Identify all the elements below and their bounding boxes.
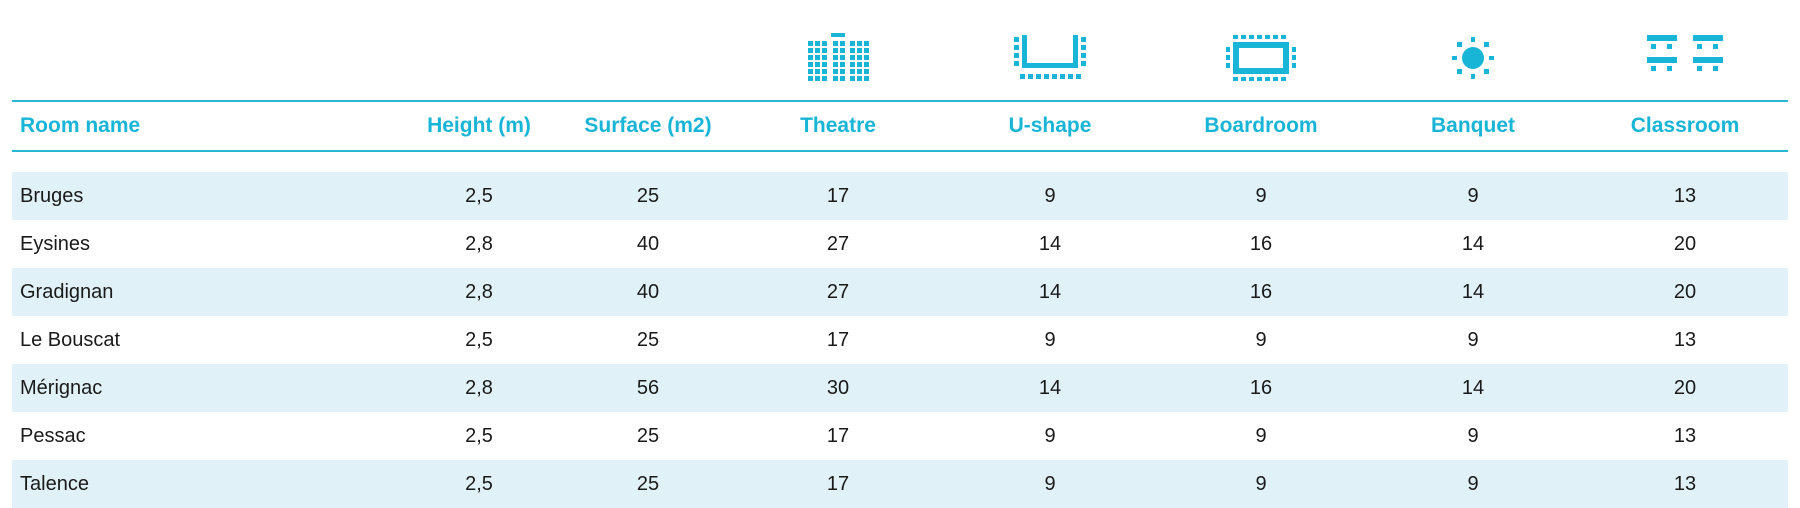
- cell-classroom: 20: [1673, 233, 1697, 255]
- cell-height: 2,5: [465, 329, 493, 351]
- cell-u-shape: 9: [1044, 473, 1056, 495]
- table-row: Eysines 2,8 40 27 14 16 14 20: [12, 220, 1788, 268]
- cell-height: 2,8: [465, 233, 493, 255]
- table-row: Pessac 2,5 25 17 9 9 9 13: [12, 412, 1788, 460]
- table-body: Bruges 2,5 25 17 9 9 9 13 Eysines 2,8 40…: [12, 172, 1788, 508]
- cell-room-name: Le Bouscat: [20, 329, 121, 351]
- cell-height: 2,8: [465, 281, 493, 303]
- cell-theatre: 17: [826, 425, 850, 447]
- cell-boardroom: 9: [1255, 185, 1267, 207]
- cell-u-shape: 14: [1038, 233, 1062, 255]
- cell-theatre: 17: [826, 185, 850, 207]
- cell-classroom: 20: [1673, 377, 1697, 399]
- cell-u-shape: 9: [1044, 329, 1056, 351]
- cell-classroom: 20: [1673, 281, 1697, 303]
- cell-banquet: 9: [1467, 473, 1479, 495]
- header-theatre: Theatre: [800, 114, 876, 137]
- cell-banquet: 14: [1461, 377, 1485, 399]
- cell-height: 2,5: [465, 425, 493, 447]
- cell-boardroom: 9: [1255, 473, 1267, 495]
- cell-surface: 40: [636, 281, 660, 303]
- table-row: Bruges 2,5 25 17 9 9 9 13: [12, 172, 1788, 220]
- cell-surface: 25: [636, 473, 660, 495]
- cell-boardroom: 16: [1249, 281, 1273, 303]
- header-classroom: Classroom: [1630, 114, 1740, 137]
- cell-height: 2,5: [465, 473, 493, 495]
- layout-icons-row: [0, 30, 1800, 86]
- table-row: Talence 2,5 25 17 9 9 9 13: [12, 460, 1788, 508]
- header-height: Height (m): [427, 114, 531, 137]
- cell-classroom: 13: [1673, 473, 1697, 495]
- header-room-name: Room name: [20, 114, 141, 137]
- cell-surface: 56: [636, 377, 660, 399]
- cell-theatre: 27: [826, 281, 850, 303]
- cell-surface: 25: [636, 329, 660, 351]
- cell-room-name: Eysines: [20, 233, 91, 255]
- cell-boardroom: 16: [1249, 377, 1273, 399]
- cell-boardroom: 9: [1255, 329, 1267, 351]
- cell-u-shape: 14: [1038, 377, 1062, 399]
- cell-classroom: 13: [1673, 329, 1697, 351]
- cell-u-shape: 9: [1044, 425, 1056, 447]
- table-row: Gradignan 2,8 40 27 14 16 14 20: [12, 268, 1788, 316]
- table-row: Mérignac 2,8 56 30 14 16 14 20: [12, 364, 1788, 412]
- cell-surface: 40: [636, 233, 660, 255]
- cell-banquet: 14: [1461, 233, 1485, 255]
- cell-banquet: 14: [1461, 281, 1485, 303]
- cell-banquet: 9: [1467, 185, 1479, 207]
- cell-u-shape: 9: [1044, 185, 1056, 207]
- u-shape-layout-icon: [995, 30, 1105, 86]
- cell-banquet: 9: [1467, 329, 1479, 351]
- table-row: Le Bouscat 2,5 25 17 9 9 9 13: [12, 316, 1788, 364]
- classroom-layout-icon: [1630, 30, 1740, 86]
- cell-surface: 25: [636, 185, 660, 207]
- cell-room-name: Talence: [20, 473, 89, 495]
- cell-banquet: 9: [1467, 425, 1479, 447]
- cell-room-name: Bruges: [20, 185, 84, 207]
- header-boardroom: Boardroom: [1204, 114, 1318, 137]
- header-banquet: Banquet: [1431, 114, 1515, 137]
- cell-theatre: 17: [826, 473, 850, 495]
- theatre-layout-icon: [783, 30, 893, 86]
- cell-room-name: Mérignac: [20, 377, 103, 399]
- cell-room-name: Pessac: [20, 425, 86, 447]
- cell-classroom: 13: [1673, 185, 1697, 207]
- cell-room-name: Gradignan: [20, 281, 114, 303]
- cell-theatre: 17: [826, 329, 850, 351]
- cell-surface: 25: [636, 425, 660, 447]
- cell-height: 2,5: [465, 185, 493, 207]
- cell-theatre: 30: [826, 377, 850, 399]
- cell-boardroom: 16: [1249, 233, 1273, 255]
- cell-theatre: 27: [826, 233, 850, 255]
- header-u-shape: U-shape: [1008, 114, 1092, 137]
- cell-height: 2,8: [465, 377, 493, 399]
- cell-boardroom: 9: [1255, 425, 1267, 447]
- table-header-row: Room name Height (m) Surface (m2) Theatr…: [12, 100, 1788, 152]
- banquet-layout-icon: [1418, 30, 1528, 86]
- cell-classroom: 13: [1673, 425, 1697, 447]
- header-surface: Surface (m2): [584, 114, 712, 137]
- boardroom-layout-icon: [1206, 30, 1316, 86]
- cell-u-shape: 14: [1038, 281, 1062, 303]
